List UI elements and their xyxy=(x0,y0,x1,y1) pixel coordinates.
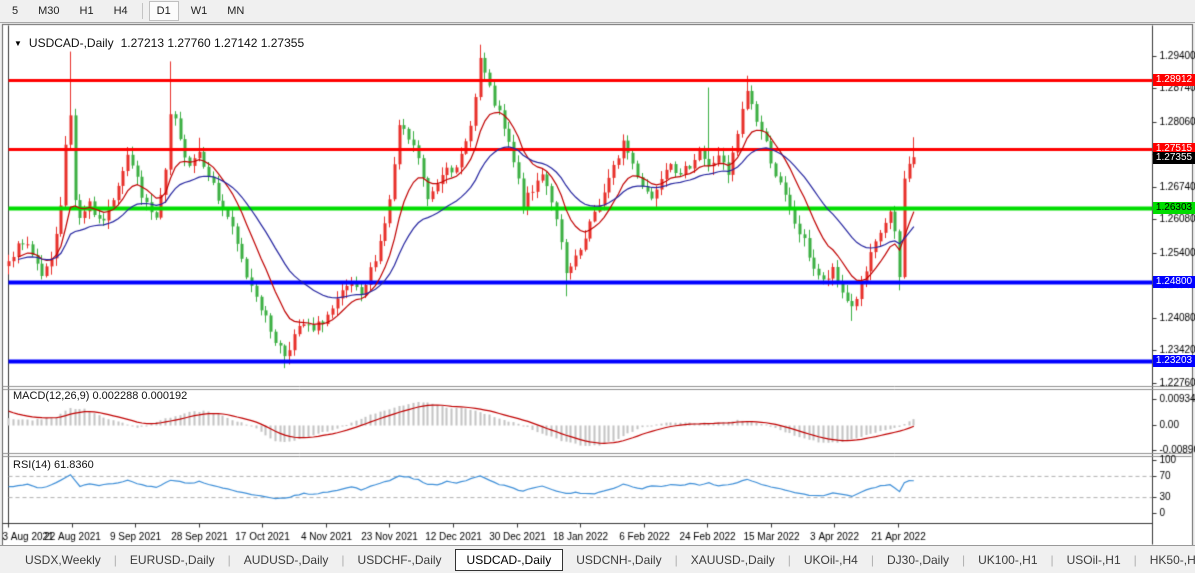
tab-hk50-h1[interactable]: HK50-,H1 xyxy=(1149,552,1195,567)
toolbar-separator xyxy=(141,3,143,19)
tab-separator: | xyxy=(1133,552,1137,567)
tab-separator: | xyxy=(674,552,678,567)
rsi-indicator-label: RSI(14) 61.8360 xyxy=(13,459,94,471)
timeframe-button-h4[interactable]: H4 xyxy=(113,5,128,17)
timeframe-button-mn[interactable]: MN xyxy=(227,5,245,17)
tab-separator: | xyxy=(1050,552,1054,567)
chart-tab-bar: USDX,Weekly | EURUSD-,Daily | AUDUSD-,Daily |… xyxy=(0,545,1195,573)
tab-usdx-weekly[interactable]: USDX,Weekly xyxy=(25,552,101,567)
tab-separator: | xyxy=(787,552,791,567)
tab-usdcad-daily[interactable]: USDCAD-,Daily xyxy=(454,548,564,571)
tab-separator: | xyxy=(962,552,966,567)
level-price-box-1.24800: 1.24800 xyxy=(1153,276,1195,288)
chart-title: ▼ USDCAD-,Daily 1.27213 1.27760 1.27142 … xyxy=(14,36,304,50)
level-price-box-1.26303: 1.26303 xyxy=(1153,202,1195,214)
timeframe-button-w1[interactable]: W1 xyxy=(190,5,208,17)
timeframe-toolbar: 5 M30 H1 H4 D1 W1 MN xyxy=(0,0,1195,23)
symbol-dropdown-arrow-icon[interactable]: ▼ xyxy=(14,38,22,48)
chart-ohlc-quote: 1.27213 1.27760 1.27142 1.27355 xyxy=(120,36,305,50)
tab-separator: | xyxy=(227,552,231,567)
tab-separator: | xyxy=(113,552,117,567)
tab-xauusd-daily[interactable]: XAUUSD-,Daily xyxy=(690,552,775,567)
tab-separator: | xyxy=(870,552,874,567)
tab-usdchf-daily[interactable]: USDCHF-,Daily xyxy=(357,552,442,567)
tab-uk100-h1[interactable]: UK100-,H1 xyxy=(978,552,1038,567)
tab-ukoil-h4[interactable]: UKOil-,H4 xyxy=(803,552,858,567)
tab-eurusd-daily[interactable]: EURUSD-,Daily xyxy=(129,552,215,567)
level-price-box-1.23203: 1.23203 xyxy=(1153,355,1195,367)
tab-dj30-daily[interactable]: DJ30-,Daily xyxy=(886,552,949,567)
chart-symbol-label: USDCAD-,Daily xyxy=(28,36,114,50)
timeframe-button-m30[interactable]: M30 xyxy=(38,5,60,17)
timeframe-button-h1[interactable]: H1 xyxy=(79,5,94,17)
tab-usoil-h1[interactable]: USOil-,H1 xyxy=(1066,552,1121,567)
current-price-box: 1.27355 xyxy=(1153,152,1195,164)
level-price-box-1.28912: 1.28912 xyxy=(1153,74,1195,86)
tab-usdcnh-daily[interactable]: USDCNH-,Daily xyxy=(576,552,662,567)
macd-indicator-label: MACD(12,26,9) 0.002288 0.000192 xyxy=(13,390,188,402)
tab-audusd-daily[interactable]: AUDUSD-,Daily xyxy=(243,552,329,567)
tab-separator: | xyxy=(341,552,345,567)
timeframe-button-5[interactable]: 5 xyxy=(12,5,19,17)
timeframe-button-d1[interactable]: D1 xyxy=(148,1,179,21)
